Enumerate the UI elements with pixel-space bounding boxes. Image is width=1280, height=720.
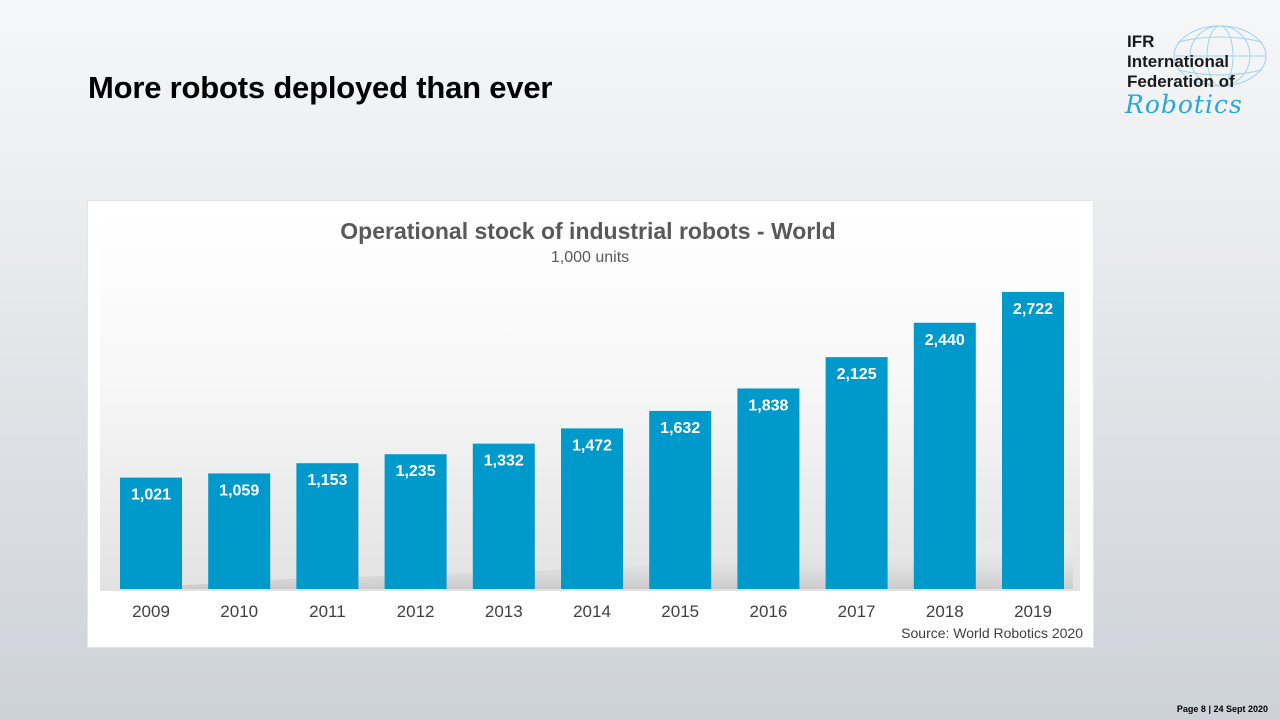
bar-2012 [384, 454, 447, 589]
x-tick-2011: 2011 [309, 602, 346, 621]
globe-icon [1173, 25, 1267, 87]
data-label-2010: 1,059 [219, 482, 259, 499]
ifr-logo: IFR International Federation of Robotics [1120, 24, 1270, 124]
x-tick-2013: 2013 [485, 602, 523, 621]
bar-2015 [649, 410, 712, 589]
bar-2018 [913, 322, 976, 589]
logo-line-3: Federation of [1127, 72, 1235, 91]
bar-2009 [120, 477, 182, 589]
x-tick-2017: 2017 [838, 602, 876, 621]
data-label-2018: 2,440 [925, 332, 965, 349]
data-label-2017: 2,125 [837, 366, 877, 383]
x-tick-2016: 2016 [749, 602, 787, 621]
bar-chart: Operational stock of industrial robots -… [100, 213, 1083, 641]
data-label-2009: 1,021 [131, 487, 171, 504]
x-tick-2019: 2019 [1014, 602, 1052, 621]
bar-2013 [472, 443, 535, 589]
logo-line-2: International [1127, 52, 1230, 71]
logo-text: IFR International Federation of [1127, 32, 1235, 92]
x-tick-2012: 2012 [397, 602, 435, 621]
x-tick-2010: 2010 [220, 602, 258, 621]
data-label-2013: 1,332 [484, 453, 524, 470]
chart-source: Source: World Robotics 2020 [901, 625, 1083, 641]
x-tick-2018: 2018 [926, 602, 964, 621]
bar-2019 [1002, 292, 1064, 589]
slide-title: More robots deployed than ever [88, 70, 553, 105]
data-label-2014: 1,472 [572, 437, 612, 454]
logo-script: Robotics [1125, 90, 1243, 119]
x-tick-2009: 2009 [132, 602, 170, 621]
data-label-2016: 1,838 [748, 397, 788, 414]
x-tick-2015: 2015 [661, 602, 699, 621]
chart-panel: Operational stock of industrial robots -… [88, 201, 1093, 647]
page-footer: Page 8 | 24 Sept 2020 [1176, 704, 1268, 714]
logo-line-1: IFR [1127, 32, 1155, 51]
data-label-2019: 2,722 [1013, 301, 1053, 318]
bar-2014 [561, 428, 623, 589]
chart-subtitle: 1,000 units [551, 249, 629, 266]
chart-title: Operational stock of industrial robots -… [340, 218, 835, 244]
bar-2016 [737, 388, 800, 589]
bar-2017 [825, 357, 888, 589]
bar-2011 [296, 463, 359, 589]
data-label-2012: 1,235 [396, 463, 436, 480]
data-label-2015: 1,632 [660, 420, 700, 437]
bar-2010 [208, 473, 271, 589]
x-tick-2014: 2014 [573, 602, 611, 621]
data-label-2011: 1,153 [307, 472, 347, 489]
